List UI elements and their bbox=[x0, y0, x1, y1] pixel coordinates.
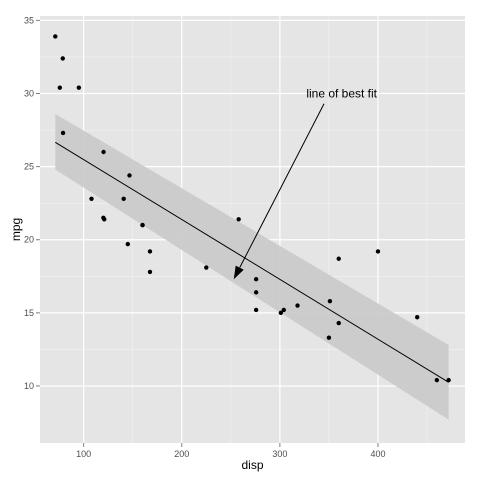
annotation-arrow-line bbox=[239, 103, 325, 268]
y-tick-label: 10 bbox=[24, 381, 34, 391]
fit-line bbox=[55, 141, 449, 383]
data-point bbox=[101, 149, 106, 155]
data-point bbox=[434, 377, 440, 383]
annotation-layer: line of best fit bbox=[233, 87, 378, 280]
confidence-band bbox=[55, 113, 449, 420]
y-tick-label: 25 bbox=[24, 162, 34, 172]
data-point bbox=[125, 241, 131, 247]
data-point bbox=[281, 307, 286, 313]
y-tick-label: 30 bbox=[24, 89, 34, 99]
annotation-arrow-head bbox=[233, 265, 244, 280]
data-point bbox=[375, 249, 381, 254]
data-point bbox=[76, 85, 82, 90]
data-point bbox=[57, 85, 63, 90]
data-point bbox=[326, 335, 332, 340]
data-point bbox=[121, 196, 126, 201]
data-point bbox=[336, 320, 341, 326]
y-axis-ticks: 10 15 20 25 30 35 bbox=[24, 15, 40, 391]
data-point bbox=[89, 196, 94, 201]
data-point bbox=[415, 315, 420, 320]
y-tick-label: 15 bbox=[24, 308, 34, 318]
data-points bbox=[53, 34, 451, 383]
data-point bbox=[253, 307, 259, 313]
data-point bbox=[295, 303, 300, 308]
x-tick-label: 200 bbox=[174, 449, 189, 459]
x-axis-ticks: 100 200 300 400 bbox=[76, 443, 385, 459]
data-point bbox=[60, 130, 66, 136]
confidence-band-layer bbox=[55, 113, 449, 420]
data-point bbox=[253, 277, 259, 282]
y-tick-label: 20 bbox=[24, 235, 34, 245]
data-point bbox=[147, 249, 153, 254]
x-tick-label: 400 bbox=[370, 449, 385, 459]
y-tick-label: 35 bbox=[24, 15, 34, 25]
y-axis-title: mpg bbox=[9, 218, 23, 241]
data-point bbox=[140, 222, 145, 228]
data-point bbox=[127, 173, 132, 178]
data-point bbox=[60, 56, 65, 61]
data-point bbox=[204, 265, 209, 270]
annotation-label: line of best fit bbox=[306, 87, 377, 101]
data-point bbox=[236, 217, 241, 222]
x-axis-title: disp bbox=[241, 458, 263, 472]
x-tick-label: 300 bbox=[272, 449, 287, 459]
data-point bbox=[253, 290, 259, 295]
data-point bbox=[53, 34, 58, 39]
data-point bbox=[278, 310, 284, 316]
data-point bbox=[327, 298, 333, 304]
data-point bbox=[336, 256, 341, 261]
x-tick-label: 100 bbox=[76, 449, 91, 459]
data-point bbox=[102, 217, 107, 222]
data-point bbox=[147, 269, 153, 275]
fit-line-layer bbox=[55, 141, 449, 383]
